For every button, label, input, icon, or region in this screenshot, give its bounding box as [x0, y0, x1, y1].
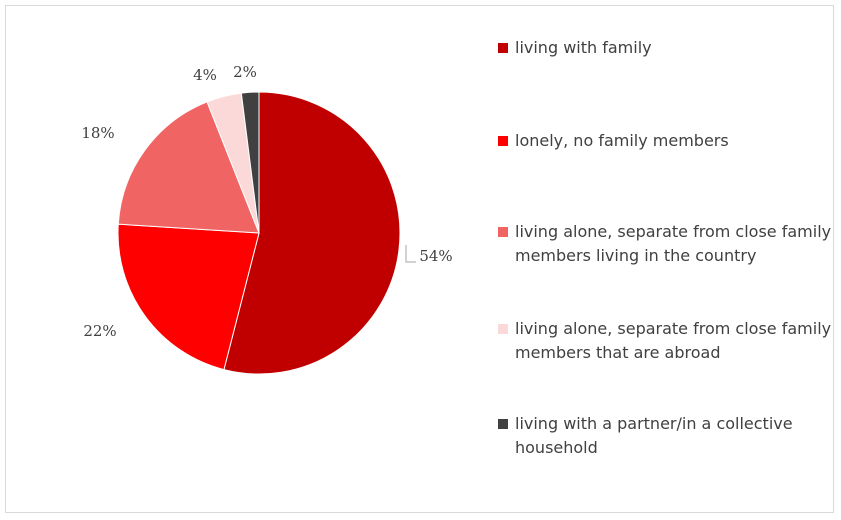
legend-label: living alone, separate from close family…: [515, 319, 832, 362]
data-label: 18%: [81, 124, 114, 142]
pie-slices: [117, 91, 401, 375]
leader-lines: [405, 245, 416, 263]
legend-item: lonely, no family members: [498, 129, 835, 153]
legend-item: living alone, separate from close family…: [498, 220, 835, 268]
legend-label: lonely, no family members: [515, 131, 729, 150]
legend-swatch: [498, 43, 508, 53]
legend-item: living with a partner/in a collective ho…: [498, 412, 835, 460]
data-label: 54%: [419, 247, 452, 265]
data-label: 22%: [83, 322, 116, 340]
data-label: 2%: [233, 63, 257, 81]
pie-slice: [240, 91, 260, 234]
data-labels: 54% 22% 18% 4% 2%: [81, 63, 452, 340]
legend-item: living with family: [498, 36, 835, 60]
legend-swatch: [498, 324, 508, 334]
data-label: 4%: [193, 66, 217, 84]
pie-slice: [117, 101, 260, 234]
legend-swatch: [498, 227, 508, 237]
legend-label: living alone, separate from close family…: [515, 222, 832, 265]
legend-label: living with a partner/in a collective ho…: [515, 414, 793, 457]
legend-item: living alone, separate from close family…: [498, 317, 835, 365]
legend-swatch: [498, 419, 508, 429]
legend-swatch: [498, 136, 508, 146]
leader-line: [405, 245, 416, 263]
pie-slice: [223, 91, 401, 375]
legend-label: living with family: [515, 38, 652, 57]
pie-slice: [117, 223, 260, 371]
